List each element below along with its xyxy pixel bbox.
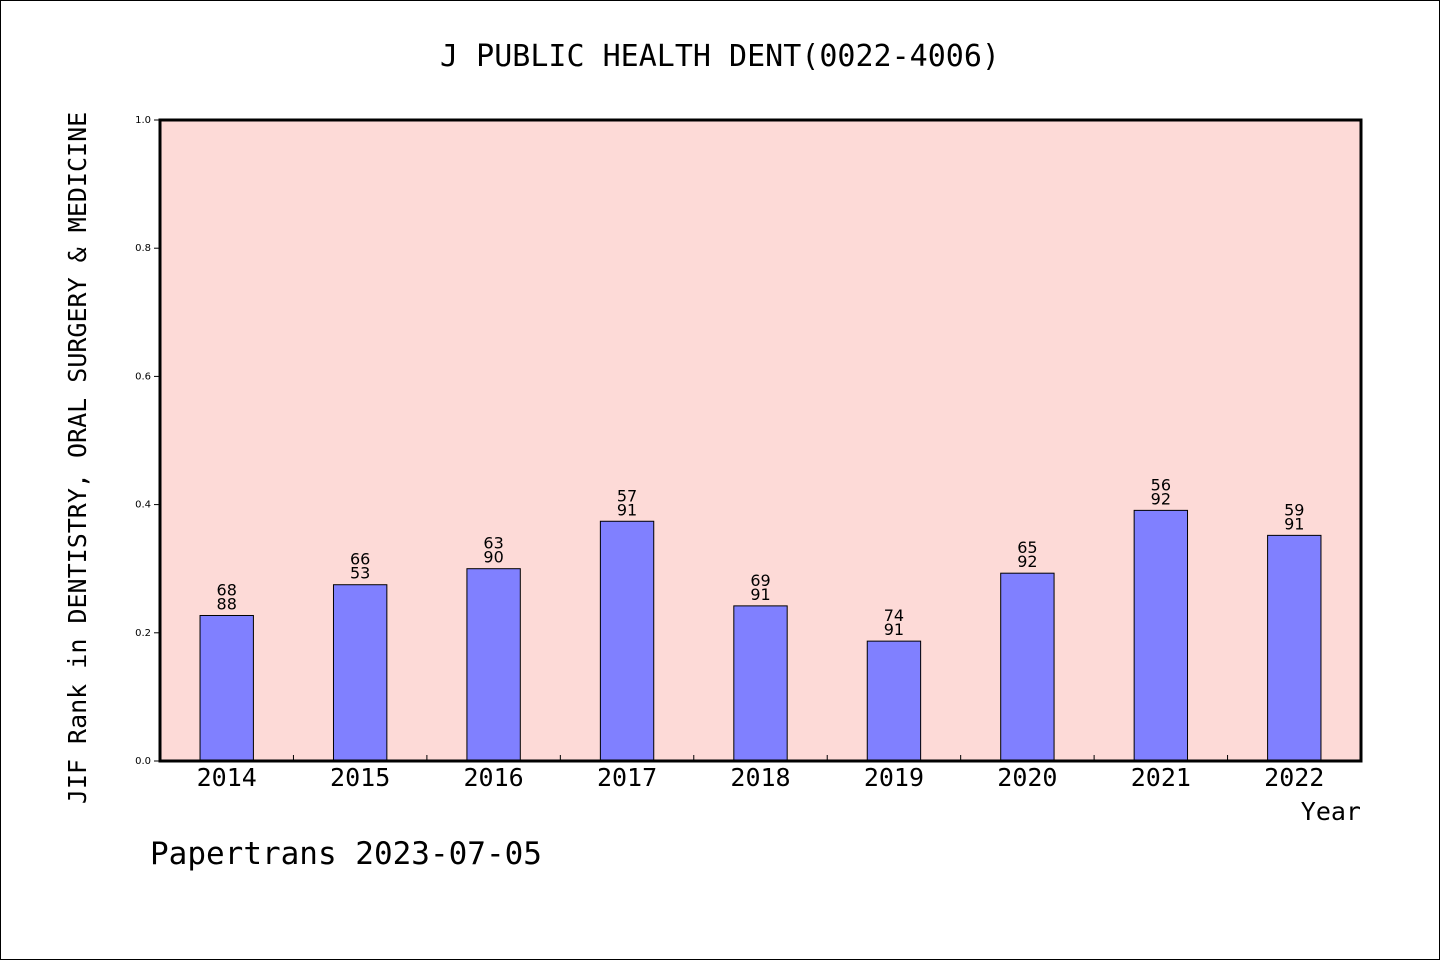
bar-2019	[866, 640, 922, 762]
x-tick-label: 2015	[330, 763, 390, 792]
y-tick-label: 0.4	[135, 500, 151, 511]
data-label-total: 92	[1017, 552, 1037, 571]
y-axis-label: JIF Rank in DENTISTRY, ORAL SURGERY & ME…	[63, 112, 92, 804]
bar-2017	[599, 520, 655, 762]
data-label-total: 88	[217, 594, 237, 613]
y-tick-label: 0.2	[135, 628, 151, 639]
data-label-total: 91	[617, 500, 637, 519]
bar-2022	[1267, 534, 1322, 762]
bar-2015	[332, 584, 388, 762]
data-label-rank: 66	[350, 550, 370, 569]
x-tick-label: 2016	[464, 763, 524, 792]
data-label-total: 91	[750, 585, 770, 604]
bar-2020	[1000, 572, 1055, 762]
data-label-rank: 57	[617, 486, 637, 505]
data-label-total: 53	[350, 564, 370, 583]
y-tick-label: 1.0	[135, 115, 151, 126]
data-label-rank: 65	[1017, 538, 1037, 557]
bar-2018	[733, 605, 788, 762]
x-tick-label: 2022	[1264, 763, 1324, 792]
x-tick-label: 2017	[597, 763, 657, 792]
y-tick-label: 0.0	[135, 756, 151, 767]
x-tick-label: 2018	[730, 763, 790, 792]
chart-title: J PUBLIC HEALTH DENT(0022-4006)	[440, 39, 1000, 74]
y-tick-label: 0.6	[135, 371, 151, 382]
data-label-total: 91	[884, 620, 904, 639]
data-label-rank: 56	[1151, 475, 1171, 494]
data-label-rank: 63	[483, 534, 503, 553]
watermark-text: Papertrans 2023-07-05	[150, 836, 542, 872]
x-tick-label: 2014	[197, 763, 257, 792]
x-tick-label: 2019	[864, 763, 924, 792]
data-label-rank: 74	[884, 606, 904, 625]
y-tick-label: 0.8	[135, 243, 151, 254]
x-axis-label: Year	[1301, 797, 1361, 826]
data-label-total: 91	[1284, 514, 1304, 533]
x-tick-label: 2020	[997, 763, 1057, 792]
data-label-total: 90	[483, 548, 503, 567]
bar-2016	[466, 568, 521, 762]
data-label-rank: 68	[217, 580, 237, 599]
bar-2014	[199, 614, 254, 762]
data-label-rank: 59	[1284, 500, 1304, 519]
x-tick-label: 2021	[1131, 763, 1191, 792]
bar-2021	[1133, 509, 1189, 762]
plot-border	[158, 118, 1363, 763]
data-label-total: 92	[1151, 489, 1171, 508]
data-label-rank: 69	[750, 571, 770, 590]
